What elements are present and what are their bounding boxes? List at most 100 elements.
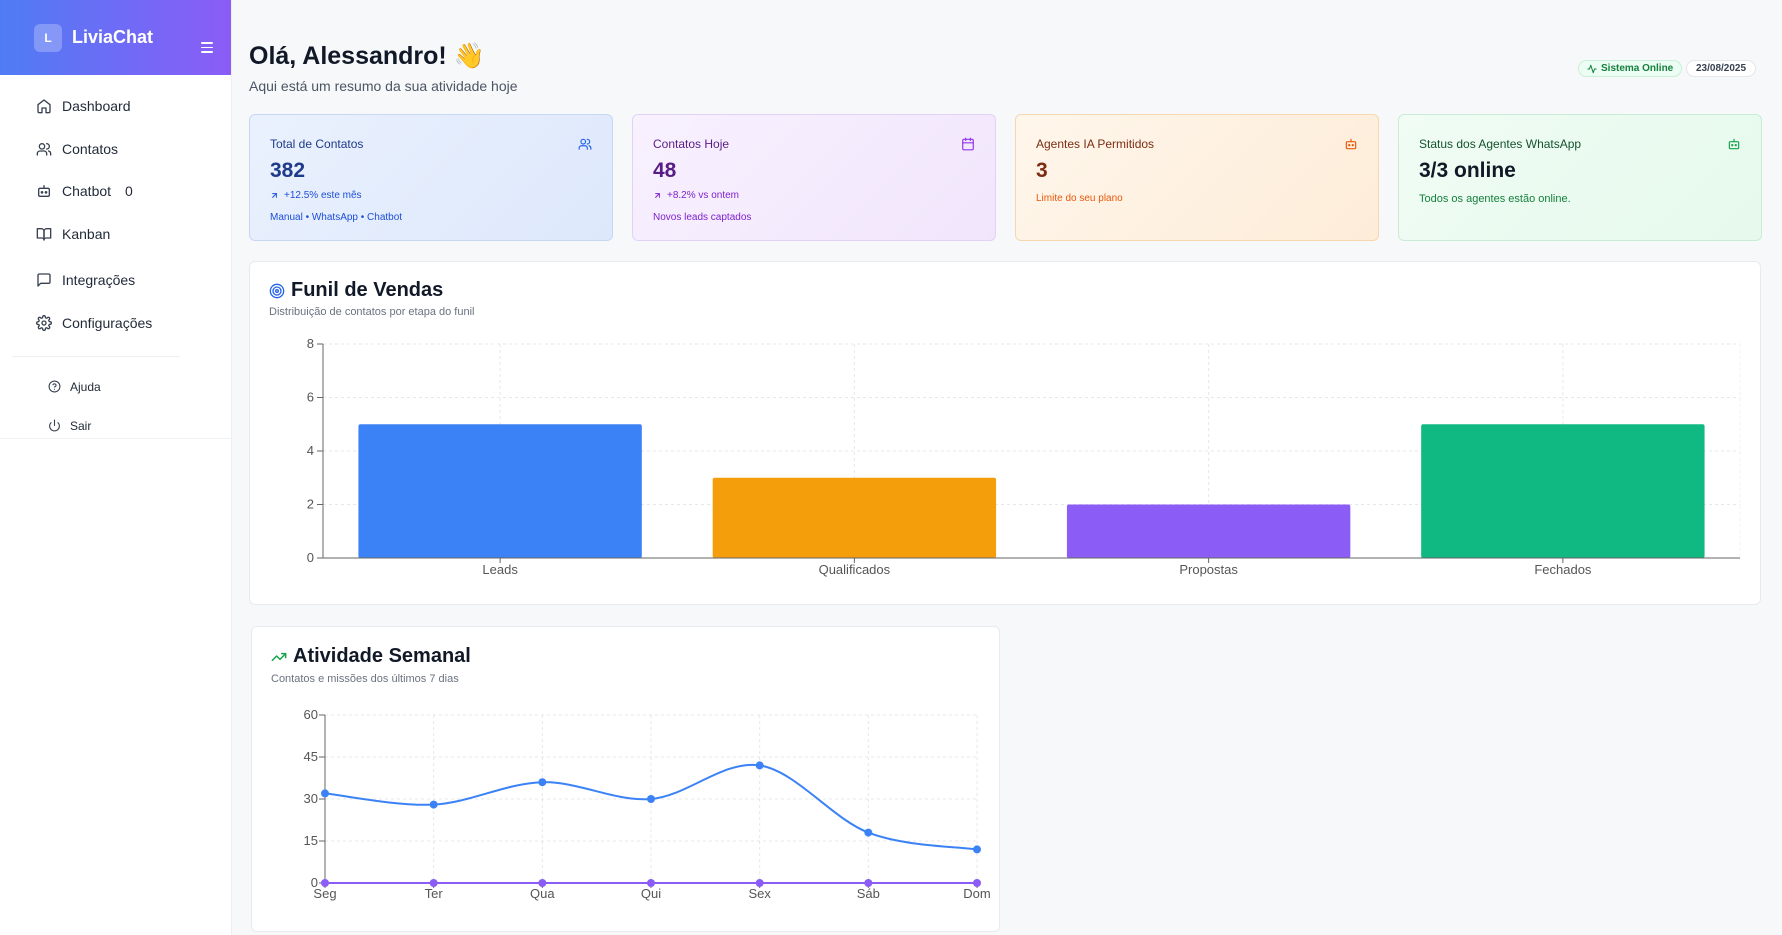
brand-name[interactable]: LiviaChat (72, 27, 154, 47)
sidebar-bottom-divider (0, 438, 232, 439)
page-subtitle: Aqui está um resumo da sua atividade hoj… (249, 78, 518, 94)
data-point-qua (538, 879, 547, 887)
sidebar-item-label: Integrações (62, 272, 136, 289)
bot-icon (1728, 138, 1740, 150)
x-tick-label: Sáb (857, 886, 880, 901)
card-subtext: Limite do seu plano (1036, 193, 1123, 204)
funnel-panel: Funil de Vendas Distribuição de contatos… (249, 261, 1761, 605)
bar-propostas (1066, 504, 1351, 558)
gear-icon (36, 314, 52, 331)
arrow-up-right-icon (272, 193, 277, 198)
data-point-qua (538, 778, 547, 787)
sidebar-item-integracoes[interactable]: Integrações (0, 259, 231, 302)
card-value: 382 (270, 159, 306, 182)
y-tick-label: 6 (307, 390, 314, 405)
brand-logo: L (34, 23, 62, 52)
x-tick-label: Qualificados (819, 562, 891, 577)
agentes-ia-card: Agentes IA Permitidos 3 Limite do seu pl… (1015, 114, 1379, 241)
message-square-icon (37, 273, 51, 287)
main-nav: Dashboard Contatos Chatbot 0 Kanban Inte… (0, 85, 231, 344)
weekly-title: Atividade Semanal (271, 645, 471, 668)
page-title: Olá, Alessandro! 👋 (249, 42, 485, 70)
sidebar-divider (12, 356, 180, 357)
x-tick-label: Dom (963, 886, 990, 901)
x-tick-label: Propostas (1179, 562, 1238, 577)
y-tick-label: 30 (304, 791, 318, 806)
data-point-sex (755, 879, 764, 887)
brand-header: L LiviaChat (0, 0, 231, 75)
book-icon (36, 227, 52, 241)
sidebar-item-ajuda[interactable]: Ajuda (0, 367, 231, 406)
card-title: Status dos Agentes WhatsApp (1419, 137, 1582, 151)
sidebar-item-chatbot[interactable]: Chatbot 0 (0, 170, 231, 213)
weekly-subtitle: Contatos e missões dos últimos 7 dias (271, 673, 459, 685)
data-point-sáb (864, 828, 873, 837)
sidebar-item-configuracoes[interactable]: Configurações (0, 302, 231, 345)
trending-up-icon (271, 652, 287, 661)
card-trend: +8.2% vs ontem (653, 190, 975, 201)
x-tick-label: Fechados (1534, 562, 1592, 577)
card-value: 3/3 online (1419, 159, 1516, 182)
x-tick-label: Qui (641, 886, 661, 901)
x-tick-label: Seg (313, 886, 336, 901)
card-subtext: Novos leads captados (653, 212, 752, 223)
funnel-bar-chart: 0 2 4 6 8 Leads Qualificados Propostas Fechados (307, 336, 1741, 577)
data-point-dom (973, 879, 981, 887)
sidebar-item-kanban[interactable]: Kanban (0, 213, 231, 256)
card-subtext: Todos os agentes estão online. (1419, 193, 1571, 205)
y-tick-label: 0 (311, 875, 318, 890)
data-point-seg (321, 879, 329, 887)
menu-toggle-icon[interactable] (201, 42, 213, 56)
weekly-line-chart: 0 15 30 45 60 Seg Ter Qua Qui Sex Sáb Dom (304, 707, 991, 901)
sidebar-item-label: Sair (70, 418, 92, 433)
sidebar-item-contatos[interactable]: Contatos (0, 128, 231, 171)
y-tick-label: 15 (304, 833, 318, 848)
sidebar-item-label: Dashboard (62, 98, 131, 115)
data-point-ter (429, 879, 438, 887)
sidebar-item-label: Kanban (62, 225, 111, 242)
x-tick-label: Ter (425, 886, 444, 901)
card-subtext: Manual • WhatsApp • Chatbot (270, 212, 403, 223)
card-trend: +12.5% este mês (270, 190, 592, 201)
sidebar-item-label: Contatos (62, 140, 119, 157)
data-point-dom (973, 845, 981, 854)
weekly-title-label: Atividade Semanal (293, 645, 471, 667)
data-point-sáb (864, 879, 873, 887)
home-icon (37, 99, 51, 114)
sidebar-item-dashboard[interactable]: Dashboard (0, 85, 231, 128)
sidebar-item-label: Chatbot (62, 183, 112, 200)
card-title: Total de Contatos (270, 137, 364, 151)
help-circle-icon (48, 380, 61, 393)
y-tick-label: 8 (307, 336, 314, 351)
y-tick-label: 2 (307, 497, 314, 512)
power-icon (49, 419, 60, 432)
activity-icon (1587, 64, 1597, 73)
total-contatos-card: Total de Contatos 382 +12.5% este mês Ma… (249, 114, 613, 241)
bot-icon (1345, 138, 1357, 150)
bar-leads (358, 424, 642, 558)
y-tick-label: 0 (307, 550, 314, 565)
users-icon (36, 142, 52, 156)
x-tick-label: Leads (482, 562, 518, 577)
sidebar-item-sair[interactable]: Sair (0, 406, 231, 445)
data-point-ter (429, 800, 438, 809)
x-tick-label: Qua (530, 886, 555, 901)
date-badge: 23/08/2025 (1686, 60, 1757, 77)
data-point-sex (755, 761, 764, 770)
card-value: 3 (1036, 159, 1048, 182)
sidebar-item-label: Ajuda (70, 379, 101, 394)
calendar-icon (962, 137, 974, 151)
funnel-title: Funil de Vendas (269, 279, 443, 302)
system-status-label: Sistema Online (1601, 63, 1674, 74)
bot-icon (38, 185, 50, 198)
status-agentes-card: Status dos Agentes WhatsApp 3/3 online T… (1398, 114, 1762, 241)
x-tick-label: Sex (748, 886, 771, 901)
sidebar: L LiviaChat Dashboard Contatos Chatbot 0… (0, 0, 232, 935)
card-title: Agentes IA Permitidos (1036, 137, 1155, 151)
funnel-title-label: Funil de Vendas (291, 279, 444, 301)
target-icon (269, 283, 285, 298)
weekly-activity-panel: Atividade Semanal Contatos e missões dos… (251, 626, 1000, 932)
contatos-hoje-card: Contatos Hoje 48 +8.2% vs ontem Novos le… (632, 114, 996, 241)
system-status-badge: Sistema Online (1578, 60, 1683, 77)
users-icon (578, 138, 592, 150)
